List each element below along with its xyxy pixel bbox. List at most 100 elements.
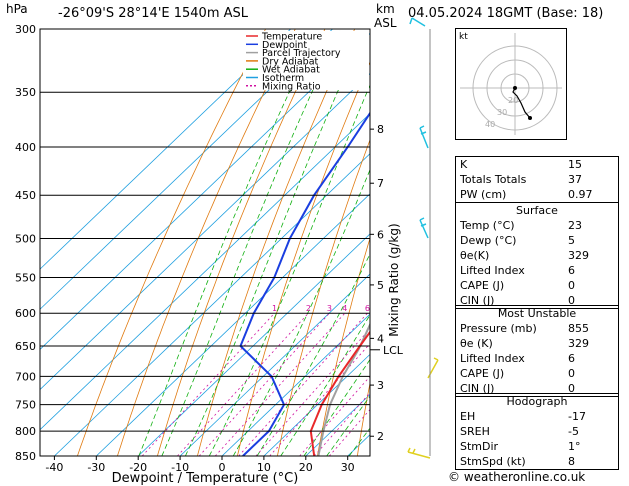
legend-item: Isotherm xyxy=(262,73,304,84)
pressure-tick-label: 500 xyxy=(15,232,36,245)
pressure-tick-label: 550 xyxy=(15,272,36,285)
legend-item: Temperature xyxy=(261,32,322,43)
isotherm-line xyxy=(40,113,370,431)
table-row: θe(K) 329 xyxy=(460,249,589,262)
section-title: Most Unstable xyxy=(497,307,577,320)
table-row: StmDir 1° xyxy=(460,440,581,453)
wet-adiabat-line xyxy=(161,29,342,456)
temp-tick-label: -40 xyxy=(45,461,63,474)
legend-item: Dewpoint xyxy=(262,40,307,51)
mixing-ratio-label: 8 xyxy=(381,304,386,313)
hodograph-frame xyxy=(455,28,567,140)
hodograph-point xyxy=(528,116,532,120)
isotherm-line xyxy=(96,193,370,456)
legend-item: Mixing Ratio xyxy=(262,81,321,92)
mixing-ratio-label: 4 xyxy=(342,304,347,313)
mixing-ratio-line xyxy=(177,312,309,456)
temperature-line xyxy=(309,330,370,456)
mixing-ratio-axis-title: Mixing Ratio (g/kg) xyxy=(387,223,401,336)
hodograph-table: Hodograph EH -17 SREH -5 StmDir 1° StmSpd (… xyxy=(455,393,619,470)
table-row: SREH -5 xyxy=(460,425,579,438)
isotherm-line xyxy=(40,29,333,310)
table-row: Dewp (°C) 5 xyxy=(460,234,575,247)
table-row: Lifted Index 6 xyxy=(460,352,575,365)
table-row: Totals Totals 37 xyxy=(460,173,582,186)
legend-box xyxy=(243,31,369,90)
isotherm-line xyxy=(221,313,370,456)
wind-barb xyxy=(407,447,431,459)
mixing-ratio-line xyxy=(255,328,370,456)
isotherm-line xyxy=(40,29,291,270)
most-unstable-table: Most Unstable Pressure (mb) 855 θe (K) 329… xyxy=(455,305,619,397)
hodograph-ring-label: 30 xyxy=(497,108,507,117)
isotherm-line xyxy=(40,32,370,350)
section-title: Hodograph xyxy=(506,395,568,408)
hodograph-unit: kt xyxy=(459,32,468,42)
temp-tick-label: 30 xyxy=(341,461,355,474)
table-row: Lifted Index 6 xyxy=(460,264,575,277)
mixing-ratio-label: 6 xyxy=(365,304,370,313)
table-row: CIN (J) 0 xyxy=(460,294,575,307)
pressure-tick-label: 350 xyxy=(15,86,36,99)
mixing-ratio-label: 1 xyxy=(272,304,277,313)
hodograph-ring-label: 40 xyxy=(485,120,495,129)
lcl-label: LCL xyxy=(383,344,404,357)
mixing-ratio-label: 2 xyxy=(306,304,311,313)
temp-tick-label: -20 xyxy=(129,461,147,474)
temp-tick-label: -10 xyxy=(171,461,189,474)
dry-adiabat-line xyxy=(357,381,370,456)
temp-tick-label: -30 xyxy=(87,461,105,474)
temp-tick-label: 10 xyxy=(257,461,271,474)
pressure-tick-label: 800 xyxy=(15,425,36,438)
mixing-ratio-line xyxy=(314,392,370,456)
dry-adiabat-line xyxy=(277,138,370,456)
hodograph-trace xyxy=(512,87,531,119)
datetime-title: 04.05.2024 18GMT (Base: 18) xyxy=(408,6,604,21)
km-tick-label: 3 xyxy=(377,379,384,392)
legend-item: Parcel Trajectory xyxy=(262,48,341,59)
pressure-tick-label: 700 xyxy=(15,370,36,383)
mixing-ratio-label: 20 xyxy=(435,304,445,313)
mixing-ratio-label: 3 xyxy=(327,304,332,313)
section-title: Surface xyxy=(516,204,558,217)
wet-adiabat-line xyxy=(303,358,370,456)
table-row: Pressure (mb) 855 xyxy=(460,322,589,335)
dry-adiabat-line xyxy=(157,29,326,456)
surface-table: Surface Temp (°C) 23 Dewp (°C) 5 θe(K) 329 … xyxy=(455,202,619,309)
pressure-tick-label: 600 xyxy=(15,307,36,320)
wet-adiabat-line xyxy=(232,168,370,456)
wind-barb xyxy=(419,125,429,149)
temp-tick-label: 20 xyxy=(299,461,313,474)
wet-adiabat-line xyxy=(138,29,321,456)
pressure-tick-label: 650 xyxy=(15,340,36,353)
wind-barb xyxy=(419,217,429,239)
pressure-tick-label: 850 xyxy=(15,450,36,463)
table-row: PW (cm) 0.97 xyxy=(460,188,593,201)
mixing-ratio-label: 16 xyxy=(421,304,431,313)
km-tick-label: 5 xyxy=(377,279,384,292)
mixing-ratio-line xyxy=(238,312,368,456)
table-row: StmSpd (kt) 8 xyxy=(460,455,575,468)
km-tick-label: 4 xyxy=(377,332,384,345)
indices-table: K 15 Totals Totals 37 PW (cm) 0.97 xyxy=(455,156,619,203)
dry-adiabat-line xyxy=(237,61,370,456)
parcel-trajectory-line xyxy=(317,322,370,456)
dry-adiabat-line xyxy=(317,237,370,456)
hodograph-storm-motion xyxy=(513,86,517,90)
km-tick-label: 2 xyxy=(377,430,384,443)
wet-adiabat-line xyxy=(208,84,370,456)
mixing-ratio-line xyxy=(299,375,370,456)
hpa-label: hPa xyxy=(6,2,28,16)
pressure-tick-label: 300 xyxy=(15,23,36,36)
mixing-ratio-line xyxy=(214,312,346,456)
km-tick-label: 7 xyxy=(377,177,384,190)
dry-adiabat-line xyxy=(197,29,356,456)
mixing-ratio-line xyxy=(329,408,370,456)
footer-credit: © weatheronline.co.uk xyxy=(448,470,586,484)
table-row: CIN (J) 0 xyxy=(460,382,575,395)
pressure-tick-label: 400 xyxy=(15,141,36,154)
km-tick-label: 8 xyxy=(377,123,384,136)
mixing-ratio-line xyxy=(198,312,330,456)
